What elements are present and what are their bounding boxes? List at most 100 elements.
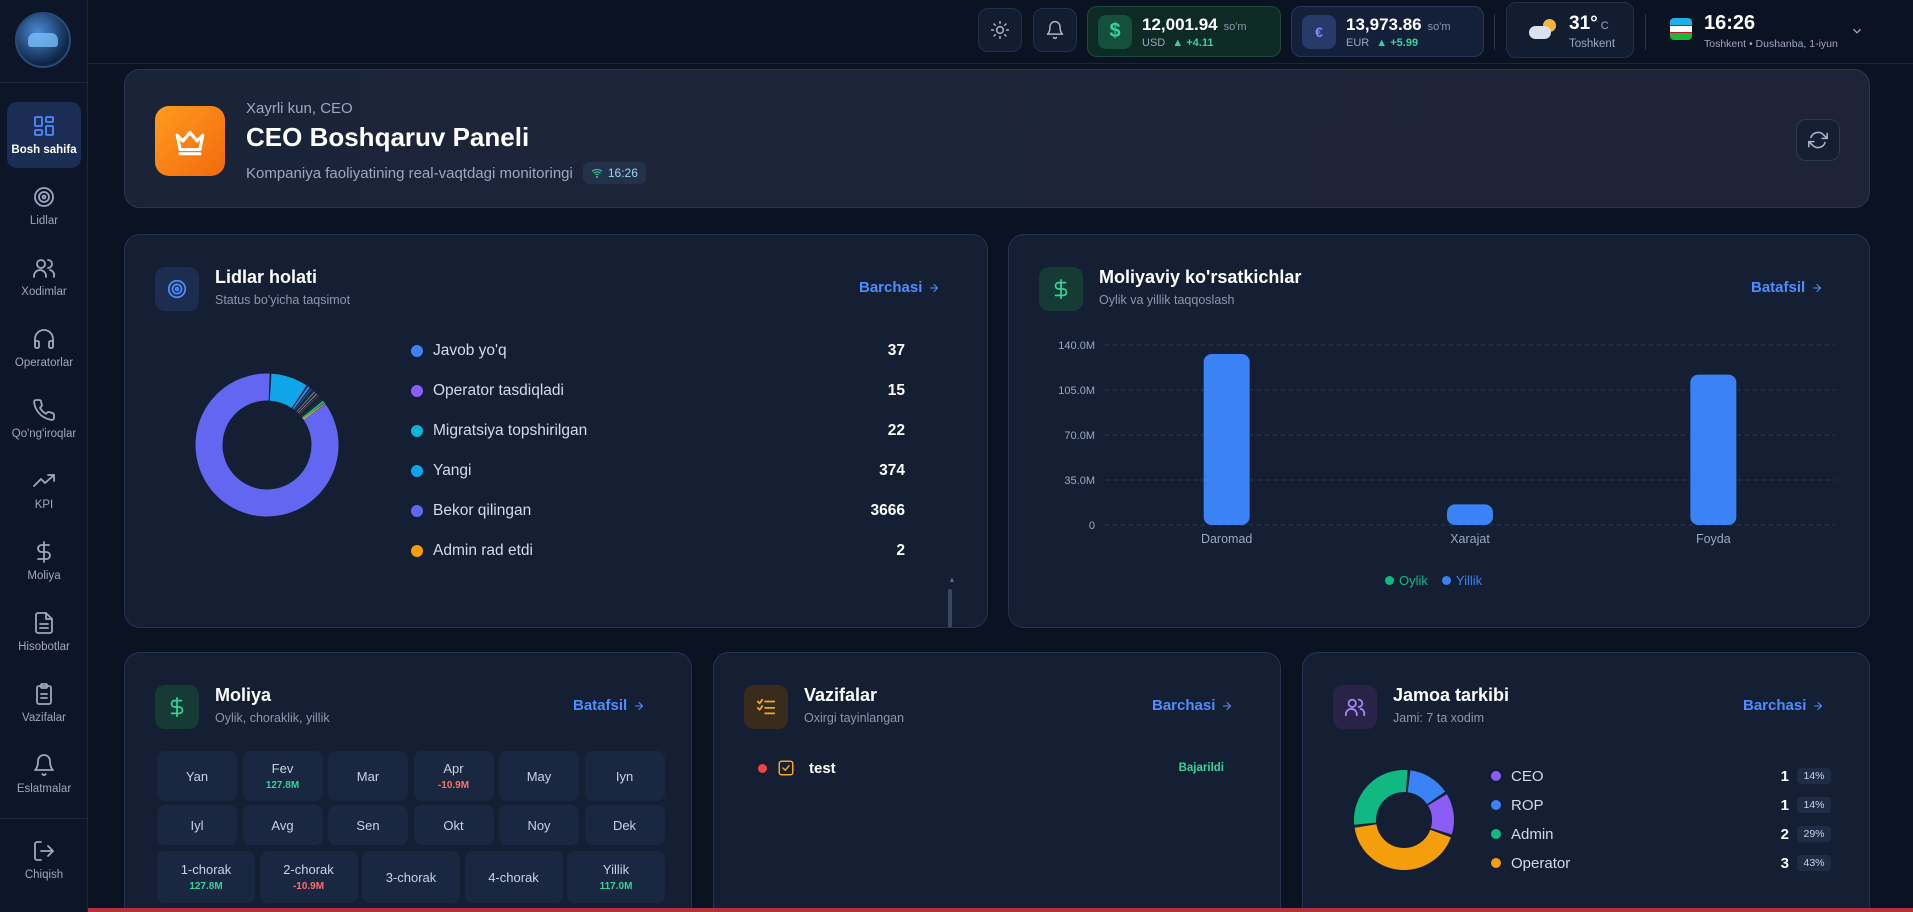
- team-legend-item[interactable]: ROP 1 14%: [1491, 794, 1831, 816]
- clock-widget[interactable]: 16:26 Toshkent • Dushanba, 1-iyun: [1670, 8, 1870, 56]
- quarter-cell[interactable]: 1-chorak 127.8M: [157, 851, 255, 903]
- bar-xarajat-yillik[interactable]: [1447, 504, 1493, 525]
- legend-percent: 29%: [1797, 826, 1831, 842]
- quarter-value: 117.0M: [599, 881, 633, 892]
- donut-slice-operator[interactable]: [1354, 823, 1451, 870]
- sidebar-item-bosh-sahifa[interactable]: Bosh sahifa: [7, 102, 81, 168]
- donut-slice[interactable]: [269, 373, 307, 409]
- legend-count: 3666: [870, 502, 905, 519]
- quarter-cell[interactable]: Yillik 117.0M: [567, 851, 665, 903]
- bar-foyda-yillik[interactable]: [1690, 374, 1737, 525]
- live-badge: 16:26: [582, 162, 646, 184]
- month-name: Iyn: [615, 768, 634, 784]
- sidebar-item-qongiroqlar[interactable]: Qo'ng'iroqlar: [7, 386, 81, 452]
- month-cell[interactable]: Apr -10.9M: [413, 751, 494, 801]
- quarter-cell[interactable]: 3-chorak: [362, 851, 460, 903]
- team-legend-item[interactable]: CEO 1 14%: [1491, 765, 1831, 787]
- team-legend-item[interactable]: Operator 3 43%: [1491, 852, 1831, 874]
- sidebar-item-eslatmalar[interactable]: Eslatmalar: [7, 741, 81, 807]
- legend-label: CEO: [1511, 767, 1544, 785]
- month-name: Iyl: [190, 817, 204, 833]
- welcome-banner: Xayrli kun, CEO CEO Boshqaruv Paneli Kom…: [124, 69, 1870, 208]
- legend-item-oylik[interactable]: Oylik: [1385, 573, 1428, 588]
- month-cell[interactable]: Mar: [328, 751, 408, 801]
- sidebar-item-lidlar[interactable]: Lidlar: [7, 173, 81, 239]
- month-cell[interactable]: Dek: [584, 805, 665, 845]
- quarter-cell[interactable]: 2-chorak -10.9M: [259, 851, 358, 903]
- legend-dot: [1491, 829, 1501, 839]
- leads-legend-item[interactable]: Admin rad etdi 2: [411, 539, 905, 563]
- legend-label: ROP: [1511, 796, 1544, 814]
- month-cell[interactable]: Okt: [413, 805, 494, 845]
- arrow-right-icon: [930, 283, 939, 292]
- eur-change: +5.99: [1390, 36, 1419, 49]
- x-category-label: Xarajat: [1450, 532, 1490, 546]
- leads-legend-item[interactable]: Yangi 374: [411, 459, 905, 483]
- leads-legend-item[interactable]: Migratsiya topshirilgan 22: [411, 419, 905, 443]
- sidebar-item-xodimlar[interactable]: Xodimlar: [7, 244, 81, 310]
- month-cell[interactable]: Iyn: [584, 751, 665, 801]
- sidebar-item-operatorlar[interactable]: Operatorlar: [7, 315, 81, 381]
- clock-date: Toshkent • Dushanba, 1-iyun: [1704, 38, 1838, 50]
- bar-daromad-yillik[interactable]: [1203, 354, 1250, 525]
- link-label: Batafsil: [573, 697, 628, 714]
- sidebar-item-moliya[interactable]: Moliya: [7, 528, 81, 594]
- donut-slice-rop[interactable]: [1407, 770, 1446, 805]
- usd-unit: so'm: [1223, 20, 1247, 33]
- scroll-up-icon[interactable]: ▲: [948, 575, 956, 584]
- month-cell[interactable]: Noy: [499, 805, 579, 845]
- donut-slice[interactable]: [297, 393, 318, 414]
- donut-slice[interactable]: [195, 373, 339, 517]
- quarter-cell[interactable]: 4-chorak: [464, 851, 563, 903]
- logout-button[interactable]: Chiqish: [7, 827, 81, 893]
- view-all-tasks-link[interactable]: Barchasi: [1152, 697, 1233, 714]
- team-legend-item[interactable]: Admin 2 29%: [1491, 823, 1831, 845]
- month-cell[interactable]: Yan: [157, 751, 237, 801]
- refresh-button[interactable]: [1796, 119, 1840, 161]
- leads-legend-item[interactable]: Javob yo'q 37: [411, 339, 905, 363]
- task-row[interactable]: test Bajarildi: [744, 755, 1244, 781]
- dollar-icon: [37, 541, 51, 563]
- donut-slice[interactable]: [292, 386, 310, 410]
- priority-dot: [758, 763, 767, 773]
- sidebar-item-hisobotlar[interactable]: Hisobotlar: [7, 599, 81, 665]
- quarter-name: 4-chorak: [488, 869, 539, 885]
- month-cell[interactable]: Avg: [242, 805, 323, 845]
- donut-slice-ceo[interactable]: [1427, 794, 1454, 835]
- scrollbar-thumb[interactable]: [948, 589, 952, 627]
- notifications-button[interactable]: [1033, 8, 1077, 52]
- legend-item-yillik[interactable]: Yillik: [1441, 573, 1482, 588]
- donut-slice[interactable]: [302, 402, 326, 420]
- month-cell[interactable]: Sen: [328, 805, 408, 845]
- donut-slice-admin[interactable]: [1354, 770, 1408, 825]
- donut-slice[interactable]: [301, 400, 325, 419]
- legend-dot: [411, 385, 423, 397]
- moliya-details-link[interactable]: Batafsil: [573, 697, 645, 714]
- legend-label: Yangi: [433, 462, 472, 479]
- team-donut-chart: [1354, 770, 1454, 870]
- leads-legend-item[interactable]: Bekor qilingan 3666: [411, 499, 905, 523]
- legend-label: Javob yo'q: [433, 342, 507, 359]
- sidebar-item-label: Lidlar: [29, 215, 59, 227]
- month-cell[interactable]: May: [499, 751, 579, 801]
- donut-slice[interactable]: [296, 391, 316, 413]
- company-logo[interactable]: [15, 12, 71, 68]
- theme-toggle-button[interactable]: [978, 8, 1022, 52]
- sidebar-item-vazifalar[interactable]: Vazifalar: [7, 670, 81, 736]
- page-title: CEO Boshqaruv Paneli: [246, 122, 530, 152]
- month-cell[interactable]: Iyl: [157, 805, 237, 845]
- grid-icon: [34, 116, 54, 136]
- finance-details-link[interactable]: Batafsil: [1751, 279, 1823, 296]
- view-all-team-link[interactable]: Barchasi: [1743, 697, 1824, 714]
- eur-code: EUR: [1346, 36, 1370, 49]
- greeting-text: Xayrli kun, CEO: [246, 100, 353, 117]
- card-subtitle: Oxirgi tayinlangan: [804, 711, 905, 725]
- card-subtitle: Oylik, choraklik, yillik: [215, 711, 330, 725]
- month-cell[interactable]: Fev 127.8M: [242, 751, 323, 801]
- view-all-leads-link[interactable]: Barchasi: [859, 279, 940, 296]
- leads-legend-item[interactable]: Operator tasdiqladi 15: [411, 379, 905, 403]
- usd-code: USD: [1142, 36, 1166, 49]
- divider: [0, 82, 88, 83]
- dollar-icon: $: [1098, 14, 1132, 49]
- sidebar-item-kpi[interactable]: KPI: [7, 457, 81, 523]
